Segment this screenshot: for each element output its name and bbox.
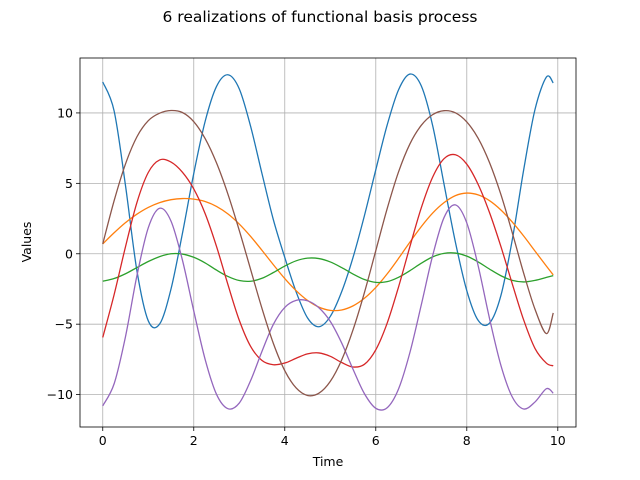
x-tick-label: 2 — [190, 433, 198, 448]
series-line-2 — [102, 192, 554, 312]
x-tick-label: 8 — [463, 433, 471, 448]
y-axis-label: Values — [19, 222, 34, 263]
x-tick-label: 4 — [281, 433, 289, 448]
y-axis-ticks: −10 −5 0 5 10 — [47, 105, 80, 402]
x-tick-label: 6 — [372, 433, 380, 448]
y-tick-label: 5 — [65, 176, 73, 191]
series-line-6 — [102, 109, 554, 397]
y-tick-label: −10 — [47, 387, 73, 402]
series-line-1 — [102, 73, 554, 329]
x-tick-label: 10 — [550, 433, 566, 448]
series-line-4 — [102, 153, 554, 368]
y-tick-label: 0 — [65, 246, 73, 261]
x-axis-ticks: 0 2 4 6 8 10 — [99, 427, 566, 448]
x-axis-label: Time — [312, 454, 344, 469]
plot-frame — [79, 57, 577, 428]
series-line-3 — [102, 252, 554, 284]
y-tick-label: −5 — [55, 317, 73, 332]
chart-title: 6 realizations of functional basis proce… — [163, 8, 478, 26]
series-line-5 — [102, 204, 554, 411]
series-lines — [102, 73, 554, 411]
y-tick-label: 10 — [57, 105, 73, 120]
x-tick-label: 0 — [99, 433, 107, 448]
grid-lines — [80, 58, 576, 427]
